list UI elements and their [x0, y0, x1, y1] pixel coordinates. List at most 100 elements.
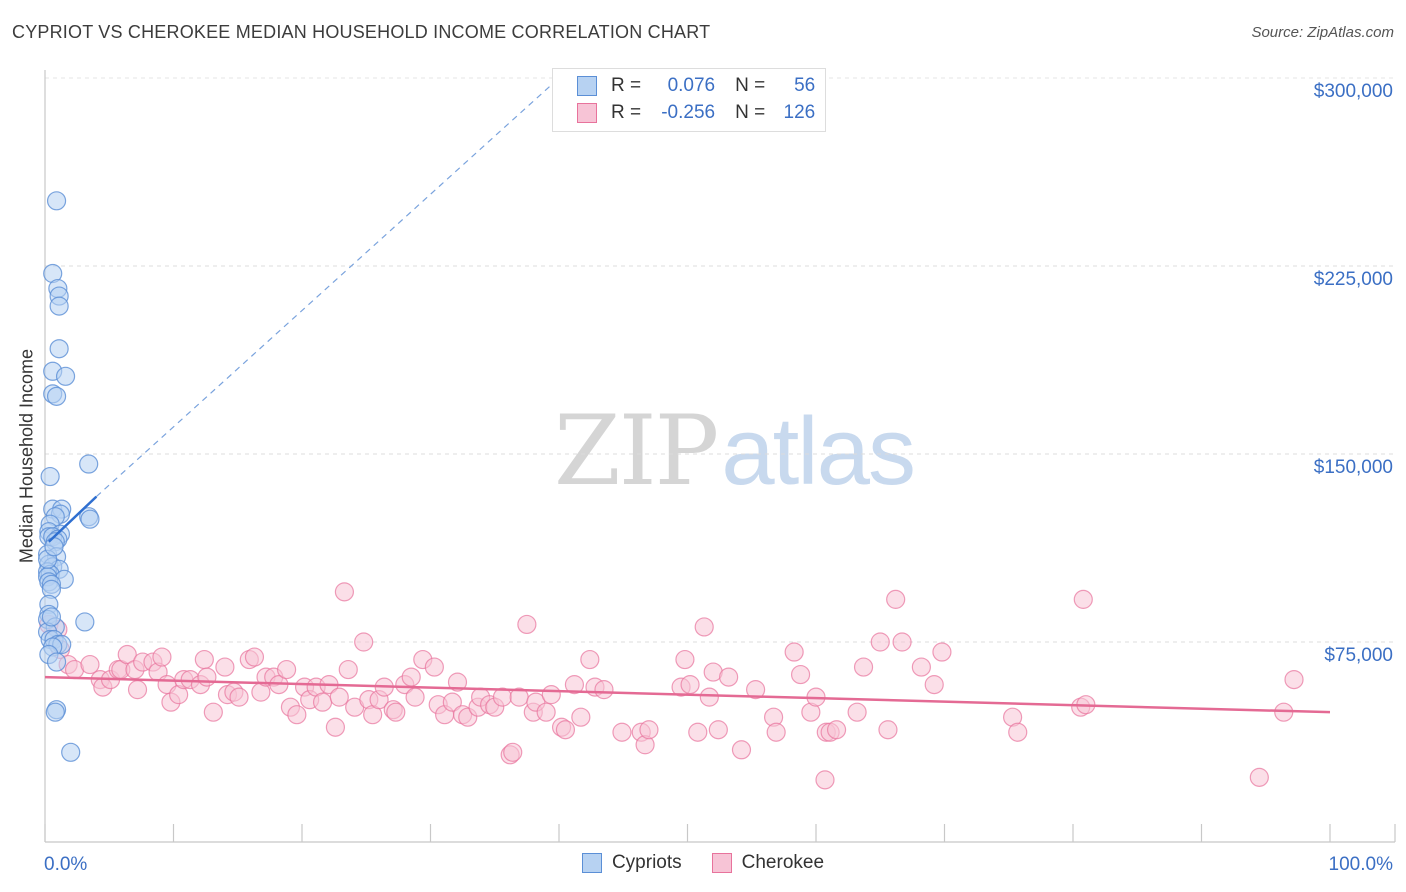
cherokee-point [244, 647, 265, 667]
cypriots-point [49, 296, 69, 316]
cherokee-point [639, 720, 659, 740]
cherokee-legend-swatch [711, 853, 732, 873]
cypriots-point [44, 537, 64, 557]
stats-legend: R = 0.076 N = 56 R = -0.256 N = 126 [552, 68, 826, 132]
cypriots-point [46, 386, 67, 406]
cherokee-point [911, 657, 931, 677]
cherokee-point [325, 717, 346, 737]
legend-r-value: -0.256 [661, 102, 716, 123]
cherokee-point [892, 632, 912, 652]
cypriots-swatch [577, 76, 597, 96]
trend-lines [44, 77, 1331, 714]
cypriots-point [41, 607, 62, 627]
cherokee-point [442, 692, 462, 712]
cherokee-point [699, 687, 719, 707]
cypriots-point [46, 191, 67, 211]
cherokee-point [338, 659, 358, 680]
x-tick-label: 100.0% [1329, 854, 1394, 875]
cherokee-point [276, 659, 297, 680]
cypriots-point [46, 652, 67, 672]
cherokee-point [766, 722, 786, 742]
cypriots-point [55, 366, 76, 386]
cherokee-point [708, 720, 728, 740]
cherokee-point [215, 657, 235, 677]
cherokee-point [329, 687, 349, 707]
cypriots-point [79, 454, 99, 474]
cherokee-point [853, 657, 874, 677]
cypriots-point [75, 612, 95, 632]
cherokee-point [886, 589, 906, 609]
cherokee-point [688, 722, 708, 742]
cherokee-point [229, 687, 249, 707]
cherokee-point [203, 702, 223, 722]
cherokee-point [127, 680, 148, 700]
cherokee-point [675, 649, 695, 670]
cherokee-point [555, 720, 576, 740]
source-label: Source: ZipAtlas.com [1251, 24, 1394, 41]
cherokee-point [401, 667, 421, 687]
legend-n-label: N = [735, 102, 766, 123]
cherokee-point [1249, 767, 1269, 787]
cypriots-legend-swatch [581, 853, 602, 873]
cypriots-legend-label: Cypriots [611, 852, 682, 873]
cherokee-point [386, 702, 406, 722]
cherokee-point [612, 722, 632, 742]
cherokee-point [1008, 722, 1028, 742]
legend-r-label: R = [611, 102, 642, 123]
cherokee-point [1284, 669, 1304, 690]
cherokee-trend-line [44, 675, 1331, 714]
axes [44, 70, 1396, 843]
cypriots-point [45, 702, 65, 722]
cherokee-point [924, 675, 944, 695]
x-tick-label: 0.0% [44, 854, 87, 875]
cherokee-point [731, 740, 752, 760]
cherokee-point [594, 680, 614, 700]
y-tick-label: $300,000 [1314, 81, 1393, 102]
cherokee-swatch [577, 103, 597, 123]
cherokee-point [152, 647, 172, 667]
cherokee-point [680, 675, 700, 695]
cherokee-point [334, 582, 355, 602]
cherokee-point [580, 649, 600, 670]
cherokee-point [571, 707, 591, 727]
cypriots-point [49, 339, 69, 359]
cypriots-points [37, 191, 100, 762]
cherokee-point [564, 675, 585, 695]
cherokee-point [826, 720, 847, 740]
cherokee-point [503, 742, 523, 762]
cherokee-point [117, 644, 137, 665]
cypriots-point [61, 742, 81, 762]
cherokee-point [815, 770, 835, 790]
tick-labels: $75,000 $150,000 $225,000 $300,000 0.0% 100.0… [44, 81, 1393, 875]
y-tick-label: $75,000 [1324, 645, 1393, 666]
cherokee-point [354, 632, 374, 652]
legend-row-cypriots: R = 0.076 N = 56 [577, 74, 815, 98]
cherokee-point [424, 657, 444, 677]
y-tick-label: $225,000 [1314, 269, 1393, 290]
cypriots-point [40, 466, 60, 487]
legend-r-label: R = [611, 75, 642, 96]
cherokee-point [405, 687, 425, 707]
watermark-zip: ZIP [554, 395, 719, 507]
cherokee-points [39, 582, 1304, 790]
cherokee-point [784, 642, 804, 662]
cherokee-point [80, 654, 100, 675]
cherokee-point [197, 667, 217, 687]
cypriots-trend-extension [95, 77, 560, 498]
legend-item-cypriots[interactable]: Cypriots [581, 852, 682, 874]
cherokee-point [719, 667, 739, 687]
y-tick-label: $150,000 [1314, 457, 1393, 478]
legend-n-value: 126 [783, 102, 816, 123]
legend-item-cherokee[interactable]: Cherokee [711, 852, 825, 874]
cherokee-legend-label: Cherokee [741, 852, 825, 873]
cherokee-point [746, 680, 766, 700]
cherokee-point [194, 649, 214, 670]
cypriots-point [80, 509, 100, 529]
cherokee-point [312, 692, 333, 712]
cherokee-point [847, 702, 867, 722]
cypriots-trend-line [47, 495, 98, 543]
cherokee-point [536, 702, 556, 722]
legend-n-label: N = [735, 75, 766, 96]
cherokee-point [541, 685, 561, 705]
